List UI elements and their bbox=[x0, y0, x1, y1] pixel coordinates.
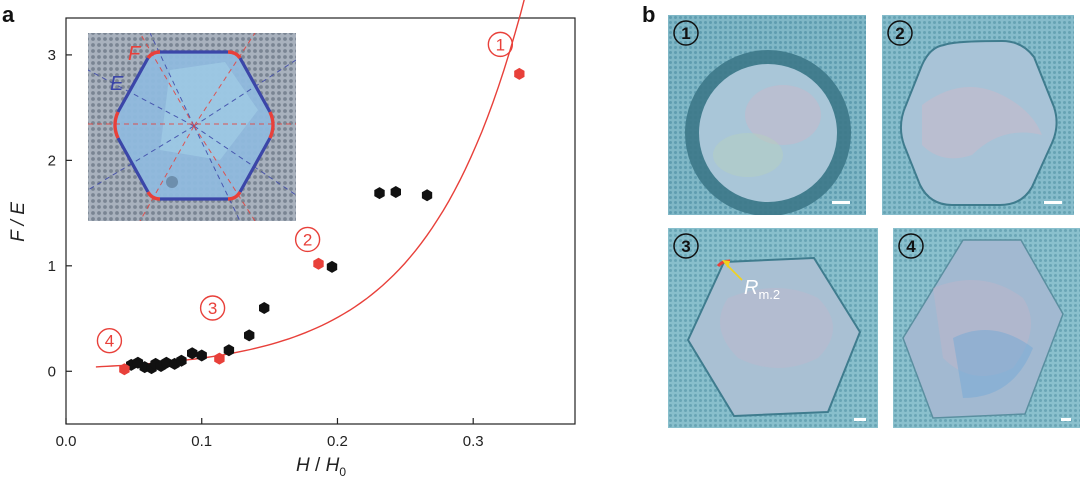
annotation-circle bbox=[199, 295, 226, 321]
annotation-circle bbox=[487, 31, 514, 58]
badge-circle bbox=[673, 20, 699, 46]
annotation-circle bbox=[294, 226, 321, 253]
annotations: 1 2 3 4 bbox=[96, 31, 514, 354]
data-point bbox=[196, 349, 207, 362]
data-point bbox=[187, 347, 198, 360]
micrograph-1: 1 bbox=[668, 15, 866, 215]
data-point bbox=[374, 187, 385, 200]
y-tick-label: 1 bbox=[48, 258, 56, 275]
data-points bbox=[119, 67, 525, 376]
annotation-label: 2 bbox=[303, 230, 312, 249]
micrograph-4: 4 bbox=[893, 228, 1080, 428]
panel-label-a: a bbox=[2, 2, 15, 27]
y-tick-label: 0 bbox=[48, 363, 56, 380]
panel-label-b: b bbox=[642, 2, 656, 27]
data-point bbox=[244, 329, 255, 342]
y-tick-label: 2 bbox=[48, 152, 56, 169]
x-tick-label: 0.3 bbox=[463, 433, 484, 450]
axis-ticks: 0.0 0.1 0.2 0.3 0 1 2 3 bbox=[48, 47, 484, 450]
data-point bbox=[421, 189, 433, 202]
inset-label-e: E bbox=[110, 73, 124, 95]
data-point bbox=[176, 354, 187, 367]
annotation-label: 4 bbox=[105, 332, 114, 351]
data-point bbox=[326, 260, 338, 273]
rm-label: Rm.2 bbox=[744, 277, 780, 302]
x-tick-label: 0.2 bbox=[327, 433, 348, 450]
data-point bbox=[313, 257, 324, 270]
x-tick-label: 0.0 bbox=[56, 433, 77, 450]
micrograph-2-badge: 2 bbox=[895, 24, 904, 43]
data-point bbox=[119, 363, 130, 376]
annotation-label: 1 bbox=[496, 35, 505, 54]
data-point bbox=[214, 352, 225, 365]
y-axis-label: F / E bbox=[8, 202, 29, 242]
data-point bbox=[390, 186, 401, 198]
micrograph-4-badge: 4 bbox=[906, 237, 916, 256]
micrograph-3-badge: 3 bbox=[681, 237, 690, 256]
x-axis-label: H / H0 bbox=[296, 455, 346, 479]
micrograph-3: Rm.2 3 bbox=[668, 228, 878, 428]
annotation-label: 3 bbox=[208, 299, 217, 318]
inset-label-f: F bbox=[128, 43, 142, 65]
micrograph-2: 2 bbox=[882, 15, 1074, 215]
micrograph-1-badge: 1 bbox=[681, 24, 690, 43]
inset-image: F E bbox=[88, 33, 296, 221]
y-tick-label: 3 bbox=[48, 47, 56, 64]
data-point bbox=[514, 67, 525, 80]
data-point bbox=[259, 302, 270, 314]
scatter-chart: F E 0.0 0.1 0.2 0.3 0 1 2 3 1 2 3 4 F / E H / H0 bbox=[8, 0, 576, 479]
annotation-circle bbox=[96, 327, 123, 354]
data-point bbox=[161, 356, 172, 369]
plot-frame bbox=[65, 17, 576, 425]
data-point bbox=[223, 344, 235, 357]
x-tick-label: 0.1 bbox=[191, 433, 212, 450]
